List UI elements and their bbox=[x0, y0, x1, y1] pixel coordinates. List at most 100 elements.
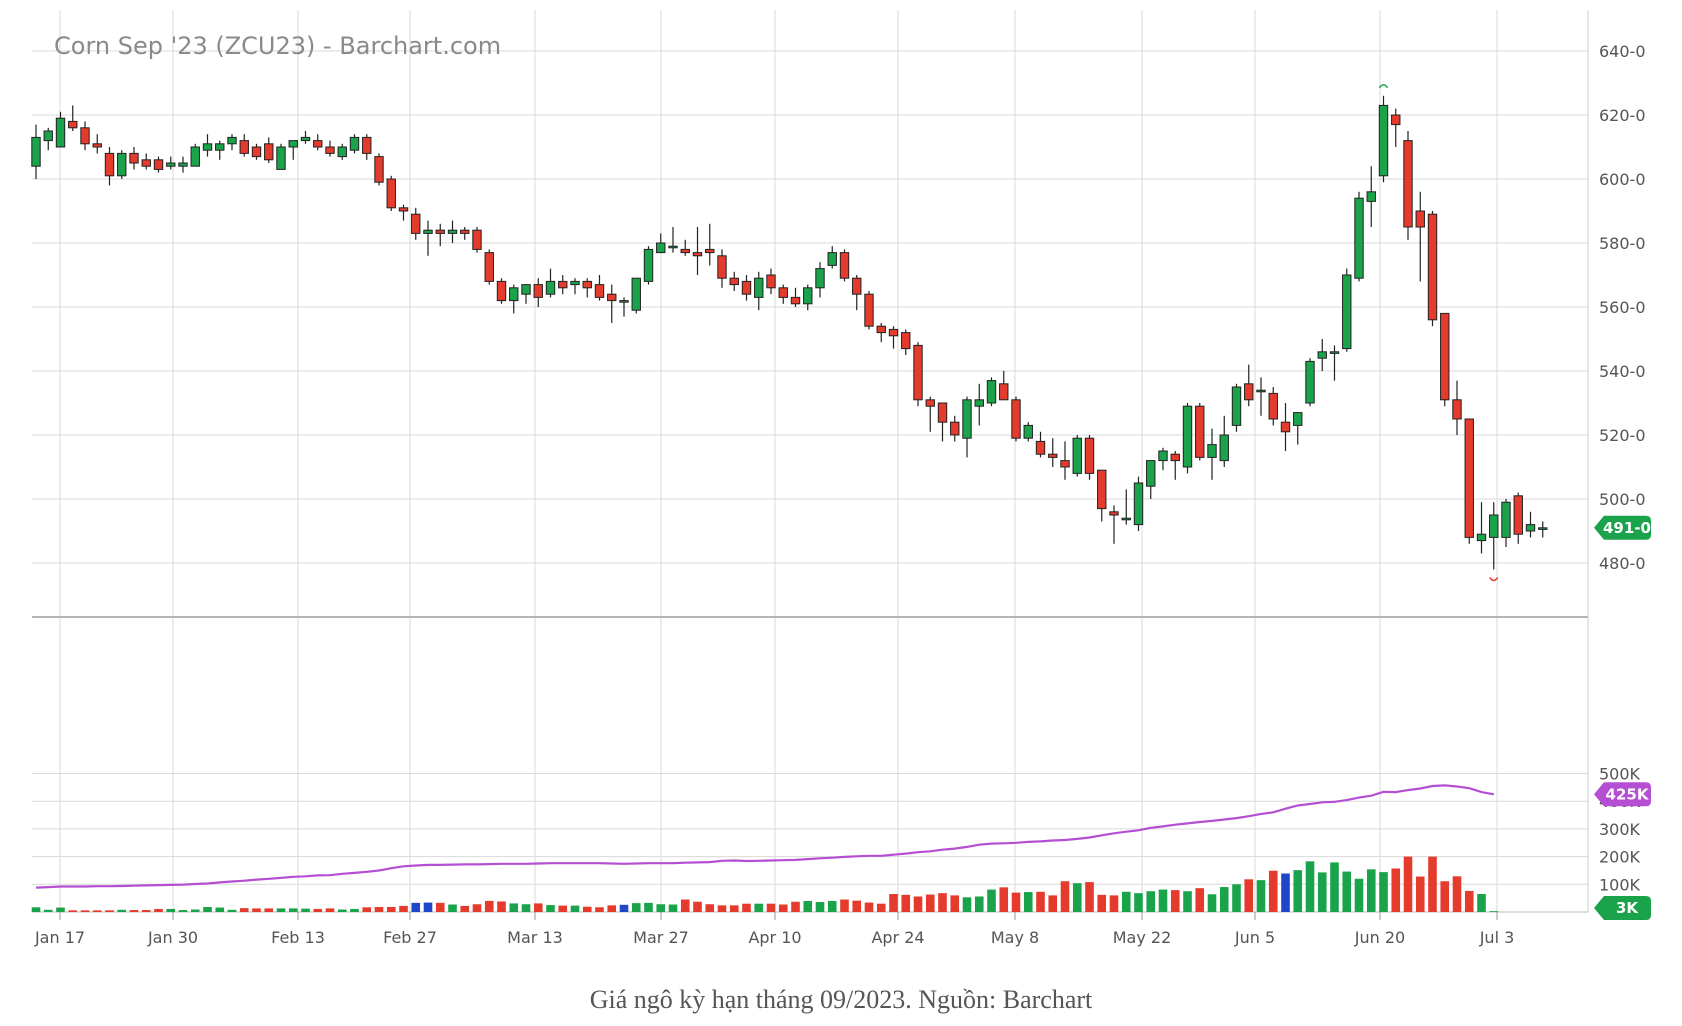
candle bbox=[1501, 499, 1511, 547]
volume-bar bbox=[1036, 891, 1045, 912]
candle-body bbox=[950, 421, 960, 436]
candle bbox=[362, 134, 372, 160]
candle bbox=[925, 396, 935, 432]
candle-body bbox=[1415, 210, 1425, 228]
candle bbox=[374, 153, 384, 186]
volume-bar bbox=[999, 887, 1009, 912]
candle-body bbox=[1146, 460, 1156, 487]
candle bbox=[1060, 441, 1070, 480]
date-tick-label: Mar 13 bbox=[507, 928, 563, 947]
date-tick-label: Feb 27 bbox=[383, 928, 437, 947]
volume-bar bbox=[264, 908, 274, 912]
candle-body bbox=[1158, 450, 1168, 462]
candle-body bbox=[1403, 140, 1413, 228]
candlesticks bbox=[31, 95, 1548, 570]
candle bbox=[1158, 447, 1168, 471]
volume-bar bbox=[1146, 891, 1156, 912]
volume-bar bbox=[558, 905, 568, 912]
volume-bar bbox=[827, 900, 837, 912]
candle-body bbox=[55, 117, 66, 148]
candle bbox=[607, 284, 617, 323]
candle bbox=[1231, 383, 1242, 432]
volume-bar bbox=[1366, 869, 1376, 912]
candle-body bbox=[300, 136, 311, 142]
candle-body bbox=[754, 277, 764, 298]
candle-body bbox=[411, 213, 421, 234]
candle bbox=[1097, 469, 1107, 522]
candle-body bbox=[1489, 514, 1499, 538]
volume-bar bbox=[1183, 891, 1192, 912]
volume-bar bbox=[901, 894, 911, 912]
date-tick-label: May 8 bbox=[991, 928, 1039, 947]
extreme-markers bbox=[1378, 84, 1499, 582]
candle bbox=[31, 124, 41, 179]
candle-body bbox=[398, 207, 409, 212]
candle bbox=[190, 143, 200, 167]
candle-body bbox=[974, 399, 984, 407]
candle bbox=[962, 396, 972, 458]
price-tick-label: 640-0 bbox=[1599, 42, 1646, 61]
date-axis-ticks: Jan 17 Jan 30 Feb 13 Feb 27 Mar 13 Mar 27 Apr … bbox=[34, 912, 1514, 947]
candle bbox=[876, 323, 886, 343]
volume-bar bbox=[778, 904, 788, 912]
volume-bar bbox=[166, 908, 176, 912]
candle-body bbox=[692, 252, 703, 257]
candle bbox=[974, 383, 984, 426]
volume-bar bbox=[1391, 868, 1401, 912]
volume-bar bbox=[435, 902, 445, 912]
volume-bar bbox=[852, 900, 862, 912]
volume-bar bbox=[178, 910, 188, 912]
candle-body bbox=[496, 280, 507, 302]
volume-bar bbox=[288, 908, 298, 912]
candle-body bbox=[104, 152, 115, 177]
price-tick-label: 520-0 bbox=[1599, 426, 1646, 445]
candle-body bbox=[141, 159, 151, 167]
candle bbox=[1415, 191, 1425, 282]
candle bbox=[1084, 435, 1095, 480]
volume-bar bbox=[717, 905, 727, 912]
volume-bar bbox=[754, 903, 764, 912]
candle bbox=[1133, 476, 1144, 531]
candle bbox=[631, 277, 641, 314]
candle-body bbox=[239, 140, 249, 154]
candle bbox=[705, 223, 715, 266]
candle bbox=[1219, 415, 1229, 467]
price-tick-label: 500-0 bbox=[1599, 490, 1646, 509]
candle-body bbox=[337, 146, 347, 158]
candle bbox=[717, 249, 727, 288]
volume-bar bbox=[1011, 892, 1021, 912]
volume-bar bbox=[1244, 879, 1254, 912]
candle bbox=[484, 249, 494, 285]
volume-bar bbox=[729, 905, 739, 912]
candle bbox=[521, 284, 531, 304]
volume-bar bbox=[239, 908, 249, 912]
volume-bar bbox=[484, 900, 494, 912]
volume-bar bbox=[1170, 890, 1180, 912]
volume-bar bbox=[766, 903, 776, 912]
candle-body bbox=[1219, 434, 1229, 462]
candle bbox=[178, 156, 188, 173]
volume-bar bbox=[337, 909, 347, 912]
volume-bar bbox=[1048, 895, 1058, 912]
candle bbox=[496, 278, 507, 304]
volume-bar bbox=[1415, 876, 1425, 912]
candle-body bbox=[1170, 453, 1180, 462]
candle bbox=[778, 284, 788, 304]
volume-bar bbox=[1121, 891, 1131, 912]
value-badges: 491-0 425K 3K bbox=[1594, 515, 1651, 920]
candle-body bbox=[386, 178, 396, 209]
candle-body bbox=[374, 156, 384, 183]
price-tick-label: 480-0 bbox=[1599, 554, 1646, 573]
candle-body bbox=[839, 252, 850, 279]
candle-body bbox=[1427, 213, 1438, 321]
candle bbox=[1342, 268, 1352, 352]
candle bbox=[643, 246, 654, 285]
volume-bar bbox=[680, 899, 690, 912]
volume-bar bbox=[546, 905, 555, 912]
volume-bar bbox=[1268, 870, 1278, 912]
volume-bar bbox=[325, 908, 335, 912]
volume-bar bbox=[668, 904, 678, 912]
candle bbox=[1182, 403, 1193, 474]
volume-bar bbox=[472, 904, 482, 912]
candle-body bbox=[1305, 360, 1315, 404]
